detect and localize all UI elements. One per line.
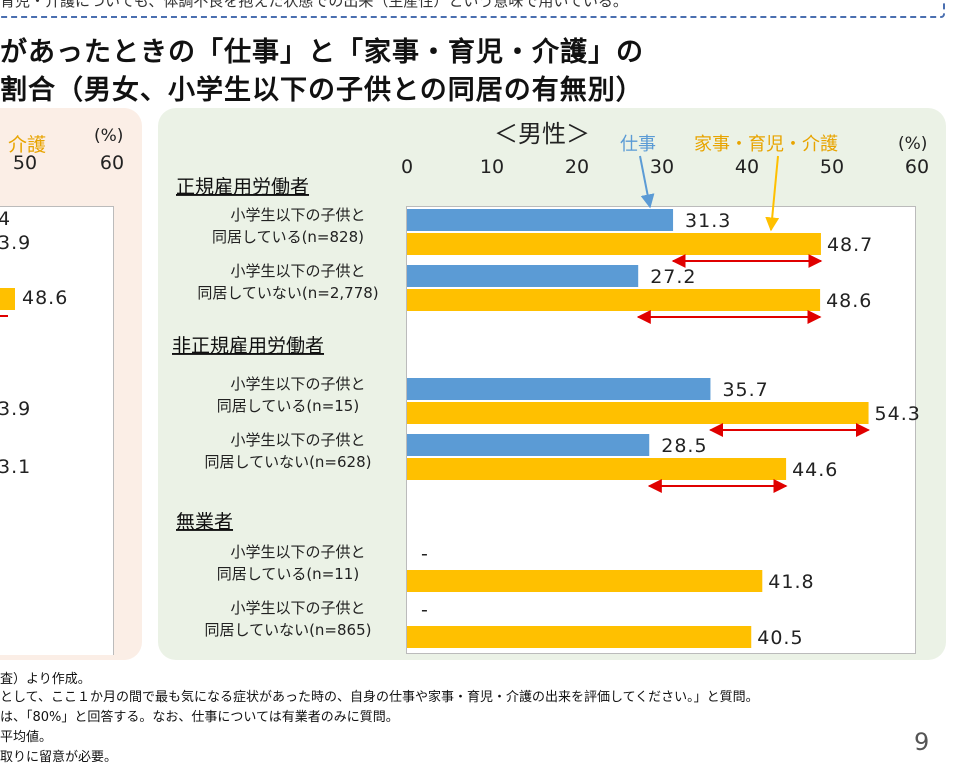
left-tick-50: 50 [12,152,38,174]
bar-housework [407,626,752,648]
footnote-3: は、「80%」と回答する。なお、仕事については有業者のみに質問。 [0,710,399,725]
legend-work: 仕事 [620,134,656,155]
left-legend-care: 介護 [8,134,47,156]
left-tick-60: 60 [99,152,125,174]
category-label-line2: 同居している(n=11) [217,565,359,583]
category-label-line2: 同居していない(n=865) [205,621,372,639]
left-unit: (%) [94,126,124,146]
category-label-line2: 同居していない(n=628) [205,453,372,471]
x-tick-label-40: 40 [735,156,759,178]
value-label-housework: 48.7 [827,234,873,256]
category-label-line1: 小学生以下の子供と [230,206,365,224]
value-label-work: 35.7 [722,379,768,401]
category-label-line1: 小学生以下の子供と [230,543,365,561]
left-fragment-2: 3.9 [0,232,32,254]
bar-housework [407,458,787,480]
chart-title: ＜男性＞ [494,120,590,148]
page-number: 9 [914,728,930,756]
value-label-housework: 41.8 [768,571,814,593]
x-tick-label-20: 20 [565,156,589,178]
group-label: 正規雇用労働者 [176,176,309,198]
x-tick-label-30: 30 [650,156,674,178]
bar-housework [407,233,821,255]
unit-label: (%) [898,134,928,154]
group-label: 非正規雇用労働者 [172,335,324,357]
category-label-line1: 小学生以下の子供と [230,262,365,280]
page-title-line2: 割合（男女、小学生以下の子供との同居の有無別） [0,75,644,106]
value-label-work: - [421,599,428,621]
note-box [0,0,945,18]
group-label: 無業者 [176,511,233,533]
left-fragment-4: 3.9 [0,398,32,420]
footnote-4: 平均値。 [0,730,53,745]
bar-housework [407,570,763,592]
legend-housework: 家事・育児・介護 [694,134,838,155]
x-tick-label-50: 50 [820,156,844,178]
bar-work [407,434,650,456]
x-tick-label-60: 60 [905,156,929,178]
left-bar-fragment [0,288,15,310]
category-label-line1: 小学生以下の子供と [230,431,365,449]
value-label-work: - [421,543,428,565]
x-tick-label-0: 0 [401,156,413,178]
footnote-1: 査）より作成。 [0,672,91,687]
legend-housework-pointer [765,155,780,232]
value-label-work: 31.3 [685,210,731,232]
left-fragment-3: 48.6 [22,287,69,309]
x-tick-label-10: 10 [480,156,504,178]
bar-housework [407,402,869,424]
legend-work-pointer [639,155,655,209]
left-fragment-1: 4 [0,208,12,230]
value-label-work: 28.5 [661,435,707,457]
value-label-housework: 48.6 [826,290,872,312]
category-label-line1: 小学生以下の子供と [230,375,365,393]
top-note: 育児・介護についても、体調不良を抱えた状態での出来（生産性）という意味で用いてい… [0,0,628,10]
bar-work [407,378,711,400]
value-label-housework: 40.5 [757,627,803,649]
bar-work [407,265,639,287]
footnote-2: として、ここ１か月の間で最も気になる症状があった時の、自身の仕事や家事・育児・介… [0,690,759,705]
footnote-5: 取りに留意が必要。 [0,750,118,765]
category-label-line1: 小学生以下の子供と [230,599,365,617]
category-label-line2: 同居している(n=828) [212,228,364,246]
category-label-line2: 同居している(n=15) [217,397,359,415]
value-label-housework: 44.6 [792,459,838,481]
bar-housework [407,289,821,311]
left-plot-area [0,206,114,655]
left-fragment-5: 3.1 [0,456,32,478]
value-label-housework: 54.3 [875,403,921,425]
left-arrow-fragment [0,315,8,317]
bar-work [407,209,674,231]
value-label-work: 27.2 [650,266,696,288]
page-title-line1: があったときの「仕事」と「家事・育児・介護」の [0,37,644,68]
category-label-line2: 同居していない(n=2,778) [197,284,378,302]
